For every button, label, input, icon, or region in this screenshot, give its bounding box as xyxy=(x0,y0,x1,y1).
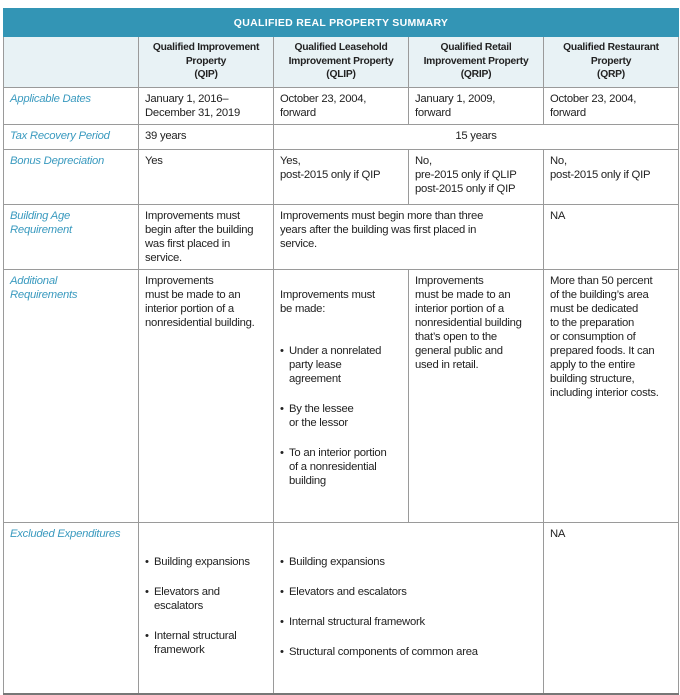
list-item: Elevators and escalators xyxy=(145,585,267,613)
bullet-list: Building expansions Elevators and escala… xyxy=(145,541,267,673)
table-row: Bonus Depreciation Yes Yes, post-2015 on… xyxy=(3,149,680,205)
cell: January 1, 2016– December 31, 2019 xyxy=(138,87,274,125)
list-item: To an interior portion of a nonresidenti… xyxy=(280,446,402,488)
list-item: Elevators and escalators xyxy=(280,585,537,599)
cell: Yes, post-2015 only if QIP xyxy=(273,149,409,205)
cell: Improvements must be made to an interior… xyxy=(408,269,544,523)
cell: NA xyxy=(542,204,680,270)
list-item: Building expansions xyxy=(280,555,537,569)
table-row: Applicable Dates January 1, 2016– Decemb… xyxy=(3,87,680,125)
list-item: Structural components of common area xyxy=(280,645,537,659)
cell: Building expansions Elevators and escala… xyxy=(138,522,274,695)
list-item: Under a nonrelated party lease agreement xyxy=(280,344,402,386)
header-qlip: Qualified Leasehold Improvement Property… xyxy=(273,36,409,88)
cell: Improvements must begin after the buildi… xyxy=(138,204,274,270)
cell: January 1, 2009, forward xyxy=(408,87,544,125)
cell: Building expansions Elevators and escala… xyxy=(273,522,544,695)
header-empty xyxy=(3,36,139,88)
cell: No, post-2015 only if QIP xyxy=(542,149,680,205)
cell: 39 years xyxy=(138,124,274,150)
list-item: Internal structural framework xyxy=(145,629,267,657)
row-label: Building Age Requirement xyxy=(3,204,139,270)
cell: Improvements must begin more than three … xyxy=(273,204,544,270)
table-row: Excluded Expenditures Building expansion… xyxy=(3,522,680,695)
cell: October 23, 2004, forward xyxy=(273,87,409,125)
row-label: Additional Requirements xyxy=(3,269,139,523)
list-item: By the lessee or the lessor xyxy=(280,402,402,430)
row-label: Bonus Depreciation xyxy=(3,149,139,205)
cell: October 23, 2004, forward xyxy=(542,87,680,125)
cell: Yes xyxy=(138,149,274,205)
header-qrip: Qualified Retail Improvement Property (Q… xyxy=(408,36,544,88)
header-qip: Qualified Improvement Property (QIP) xyxy=(138,36,274,88)
table-row: Additional Requirements Improvements mus… xyxy=(3,269,680,523)
qualified-real-property-table: QUALIFIED REAL PROPERTY SUMMARY Qualifie… xyxy=(2,8,680,695)
cell: Improvements must be made: Under a nonre… xyxy=(273,269,409,523)
row-label: Tax Recovery Period xyxy=(3,124,139,150)
header-qrp: Qualified Restaurant Property (QRP) xyxy=(542,36,680,88)
cell-intro: Improvements must be made: xyxy=(280,289,375,315)
cell: NA xyxy=(542,522,680,695)
cell: More than 50 percent of the building’s a… xyxy=(542,269,680,523)
list-item: Building expansions xyxy=(145,555,267,569)
cell: No, pre-2015 only if QLIP post-2015 only… xyxy=(408,149,544,205)
row-label: Applicable Dates xyxy=(3,87,139,125)
list-item: Internal structural framework xyxy=(280,615,537,629)
cell: 15 years xyxy=(272,124,680,150)
cell: Improvements must be made to an interior… xyxy=(138,269,274,523)
table-title: QUALIFIED REAL PROPERTY SUMMARY xyxy=(2,8,680,37)
table-row: Tax Recovery Period 39 years 15 years xyxy=(3,124,680,150)
bullet-list: Under a nonrelated party lease agreement… xyxy=(280,330,402,504)
row-label: Excluded Expenditures xyxy=(3,522,139,695)
bullet-list: Building expansions Elevators and escala… xyxy=(280,541,537,675)
table-row: Building Age Requirement Improvements mu… xyxy=(3,204,680,270)
header-row: Qualified Improvement Property (QIP) Qua… xyxy=(3,36,680,88)
